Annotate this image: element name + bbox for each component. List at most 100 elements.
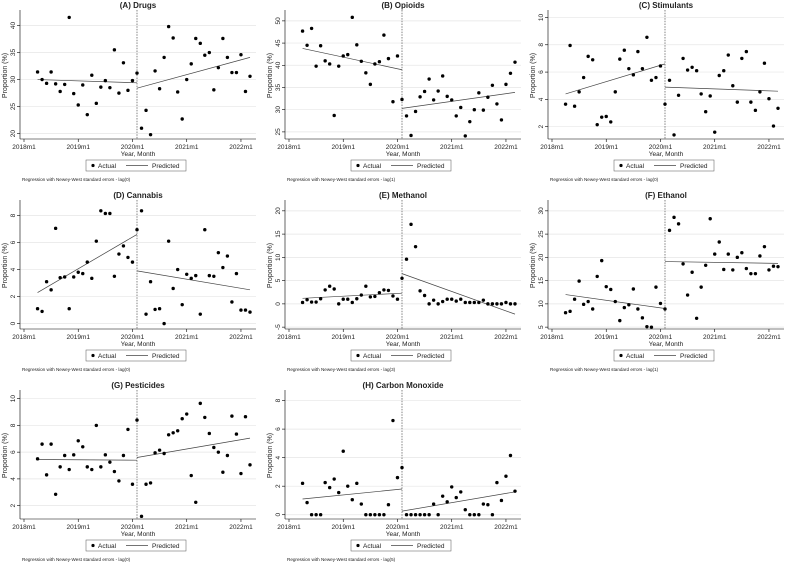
- data-point: [175, 429, 180, 433]
- predicted-line-pre: [302, 292, 403, 299]
- data-point: [81, 271, 85, 276]
- y-tick-label: 2: [10, 503, 17, 507]
- y-tick-label: 35: [275, 83, 282, 91]
- x-tick-label: 2018m1: [12, 144, 36, 151]
- chart-panel: (C) Stimulants 2 4 6 8 10 Proportion (%) 2018m1…: [530, 1, 784, 182]
- data-point: [67, 467, 71, 472]
- x-tick-label: 2020m1: [121, 524, 145, 531]
- y-tick-label: 0: [10, 321, 17, 325]
- data-point: [53, 492, 58, 496]
- data-point: [139, 514, 144, 519]
- data-point: [631, 287, 636, 291]
- x-tick-label: 2018m1: [540, 144, 564, 151]
- legend-label-predicted: Predicted: [417, 543, 445, 550]
- x-tick-label: 2021m1: [175, 524, 199, 531]
- data-point: [771, 124, 776, 128]
- data-point: [135, 418, 139, 422]
- data-point: [413, 513, 418, 517]
- x-tick-label: 2020m1: [649, 334, 673, 341]
- data-point: [368, 82, 373, 87]
- data-point: [681, 262, 685, 266]
- data-point: [359, 59, 364, 63]
- data-point: [309, 26, 314, 31]
- data-point: [649, 325, 654, 329]
- footnote: Regression with Newey-West standard erro…: [550, 367, 659, 372]
- data-point: [654, 285, 658, 289]
- data-point: [418, 95, 422, 99]
- data-point: [35, 457, 40, 461]
- data-point: [40, 77, 44, 82]
- predicted-line-pre: [565, 63, 666, 95]
- y-tick-label: 20: [275, 207, 282, 215]
- data-point: [708, 217, 712, 221]
- x-axis-label: Year, Month: [386, 151, 421, 158]
- x-tick-label: 2020m1: [386, 524, 410, 531]
- data-point: [431, 502, 436, 506]
- data-point: [504, 474, 508, 478]
- data-point: [667, 78, 672, 82]
- data-point: [144, 482, 148, 486]
- data-point: [486, 95, 490, 99]
- legend-marker-actual: [356, 353, 360, 358]
- x-tick-label: 2019m1: [594, 334, 618, 341]
- legend-label-actual: Actual: [363, 163, 382, 170]
- legend-label-actual: Actual: [363, 543, 382, 550]
- data-point: [454, 495, 458, 500]
- data-point: [699, 285, 703, 289]
- y-tick-label: 2: [275, 484, 282, 488]
- data-point: [58, 89, 62, 94]
- chart-title: (E) Methanol: [379, 191, 427, 200]
- data-point: [323, 59, 327, 63]
- data-point: [459, 297, 463, 301]
- y-tick-label: 8: [275, 398, 282, 402]
- data-point: [221, 36, 225, 41]
- y-tick-label: 2: [10, 294, 17, 298]
- data-point: [373, 513, 377, 517]
- data-point: [477, 91, 481, 95]
- data-point: [126, 88, 130, 93]
- data-point: [171, 431, 175, 435]
- legend-marker-actual: [356, 543, 360, 548]
- data-point: [207, 50, 212, 55]
- x-tick-label: 2020m1: [121, 144, 145, 151]
- data-point: [85, 260, 89, 264]
- footnote: Regression with Newey-West standard erro…: [287, 177, 396, 182]
- data-point: [445, 500, 449, 504]
- data-point: [427, 77, 431, 81]
- x-tick-label: 2020m1: [649, 144, 673, 151]
- x-tick-label: 2021m1: [440, 334, 464, 341]
- data-point: [72, 453, 76, 457]
- data-point: [35, 70, 40, 74]
- data-point: [722, 69, 726, 73]
- data-point: [468, 119, 472, 124]
- data-point: [234, 70, 239, 75]
- data-point: [771, 264, 776, 268]
- chart-panel: (F) Ethanol 5 10 15 20 25 30 Proportion (%) 2018…: [530, 191, 784, 372]
- y-tick-label: 4: [10, 477, 17, 481]
- y-tick-label: 25: [275, 128, 282, 136]
- data-point: [212, 445, 216, 450]
- predicted-line-pre: [302, 488, 403, 500]
- data-point: [346, 52, 350, 57]
- data-point: [327, 284, 332, 288]
- data-point: [590, 58, 595, 62]
- chart-title: (A) Drugs: [120, 1, 157, 10]
- data-point: [762, 244, 767, 249]
- x-tick-label: 2021m1: [440, 144, 464, 151]
- data-point: [327, 62, 332, 66]
- data-point: [126, 255, 130, 260]
- data-point: [135, 227, 139, 232]
- x-tick-label: 2018m1: [12, 524, 36, 531]
- y-tick-label: 6: [10, 240, 17, 244]
- chart-title: (F) Ethanol: [645, 191, 687, 200]
- data-point: [581, 302, 586, 307]
- data-point: [422, 293, 427, 298]
- data-point: [130, 78, 135, 83]
- data-point: [216, 250, 221, 255]
- data-point: [94, 239, 99, 243]
- data-point: [72, 91, 76, 96]
- y-tick-label: 2: [538, 125, 545, 129]
- data-point: [314, 64, 318, 68]
- data-point: [44, 81, 49, 86]
- x-tick-label: 2018m1: [277, 334, 301, 341]
